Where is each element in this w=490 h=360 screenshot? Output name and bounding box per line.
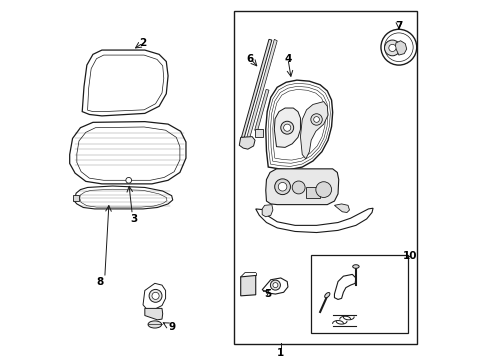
Polygon shape bbox=[247, 39, 277, 138]
Polygon shape bbox=[74, 186, 173, 209]
Text: 7: 7 bbox=[395, 22, 402, 31]
Text: 6: 6 bbox=[247, 54, 254, 64]
Polygon shape bbox=[70, 122, 186, 184]
Circle shape bbox=[292, 181, 305, 194]
Polygon shape bbox=[395, 41, 407, 55]
Circle shape bbox=[152, 292, 159, 300]
Text: 2: 2 bbox=[140, 38, 147, 48]
Circle shape bbox=[316, 182, 332, 198]
Polygon shape bbox=[266, 80, 333, 170]
Circle shape bbox=[381, 29, 416, 65]
Circle shape bbox=[284, 124, 291, 131]
Polygon shape bbox=[239, 137, 255, 149]
Polygon shape bbox=[262, 278, 288, 294]
Polygon shape bbox=[242, 39, 272, 138]
Bar bbox=[306, 188, 320, 198]
Polygon shape bbox=[335, 204, 349, 212]
Polygon shape bbox=[300, 102, 328, 159]
Ellipse shape bbox=[353, 265, 359, 268]
Polygon shape bbox=[262, 204, 273, 217]
Circle shape bbox=[278, 183, 287, 191]
Bar bbox=[311, 255, 408, 333]
Text: 4: 4 bbox=[284, 54, 292, 64]
Polygon shape bbox=[145, 309, 163, 320]
Text: 1: 1 bbox=[277, 348, 284, 358]
Polygon shape bbox=[274, 108, 300, 147]
Polygon shape bbox=[255, 89, 269, 131]
Circle shape bbox=[281, 121, 294, 134]
Circle shape bbox=[273, 283, 278, 288]
Circle shape bbox=[314, 117, 319, 122]
Text: 9: 9 bbox=[168, 322, 175, 332]
Circle shape bbox=[389, 44, 396, 51]
Polygon shape bbox=[241, 275, 256, 296]
Bar bbox=[255, 129, 263, 137]
Text: 3: 3 bbox=[130, 214, 138, 224]
Circle shape bbox=[311, 114, 322, 125]
Polygon shape bbox=[143, 283, 166, 309]
Circle shape bbox=[385, 40, 400, 56]
Polygon shape bbox=[256, 208, 373, 233]
Circle shape bbox=[126, 177, 132, 183]
Circle shape bbox=[275, 179, 291, 195]
Circle shape bbox=[270, 280, 280, 290]
Ellipse shape bbox=[325, 293, 330, 298]
Text: 8: 8 bbox=[97, 277, 104, 287]
Text: 10: 10 bbox=[403, 252, 417, 261]
Polygon shape bbox=[82, 50, 168, 116]
Bar bbox=[73, 195, 79, 201]
Ellipse shape bbox=[148, 321, 162, 328]
Circle shape bbox=[149, 289, 162, 302]
Polygon shape bbox=[266, 169, 339, 204]
Bar bbox=[234, 12, 416, 344]
Text: 5: 5 bbox=[265, 289, 272, 299]
